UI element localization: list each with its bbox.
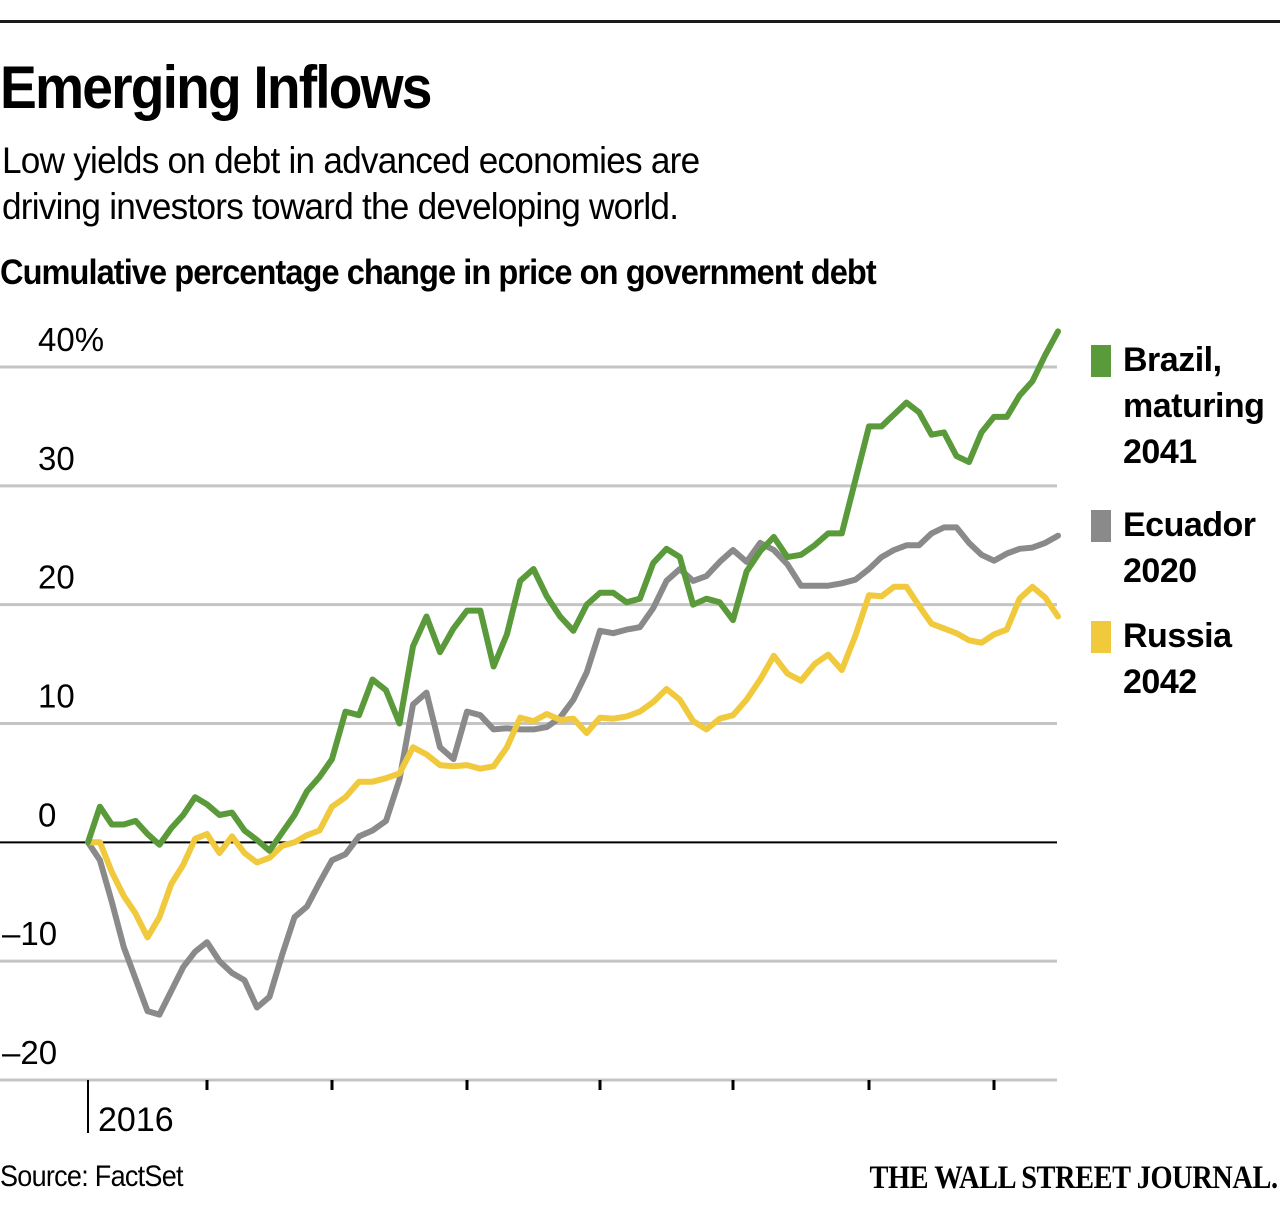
chart-title: Cumulative percentage change in price on… xyxy=(0,253,877,292)
legend-label-russia: Russia 2042 xyxy=(1123,613,1232,705)
page-title: Emerging Inflows xyxy=(0,54,432,121)
legend-label-line: 2042 xyxy=(1123,663,1197,701)
publisher-logo: THE WALL STREET JOURNAL. xyxy=(869,1160,1279,1196)
series-line-ecuador xyxy=(85,524,1061,1018)
y-tick-label: –10 xyxy=(2,915,57,952)
series-line-brazil xyxy=(85,328,1061,854)
legend-swatch-russia xyxy=(1091,621,1111,653)
y-tick-label: 20 xyxy=(38,559,75,596)
top-rule xyxy=(0,20,1280,23)
legend-label-line: Brazil, xyxy=(1123,341,1222,379)
gridlines xyxy=(0,365,1057,1082)
y-tick-label: 30 xyxy=(38,440,75,477)
legend-label-brazil: Brazil, maturing 2041 xyxy=(1123,337,1265,475)
series-lines xyxy=(85,328,1061,1018)
legend-label-line: Russia xyxy=(1123,617,1232,655)
subtitle-line: Low yields on debt in advanced economies… xyxy=(2,140,700,181)
legend-label-line: 2020 xyxy=(1123,552,1197,590)
legend-label-line: maturing xyxy=(1123,387,1265,425)
x-axis: 2016 xyxy=(87,1080,996,1139)
subtitle: Low yields on debt in advanced economies… xyxy=(2,138,700,230)
y-tick-label: –20 xyxy=(2,1034,57,1071)
y-tick-label: 10 xyxy=(38,678,75,715)
y-axis-tick-labels: 40% 30 20 10 0 –10 –20 xyxy=(2,321,104,1071)
legend-swatch-brazil xyxy=(1091,345,1111,377)
series-line-russia xyxy=(85,583,1061,941)
subtitle-line: driving investors toward the developing … xyxy=(2,186,679,227)
y-tick-label: 0 xyxy=(38,796,56,833)
legend-swatch-ecuador xyxy=(1091,510,1111,542)
y-tick-label: 40% xyxy=(38,321,104,358)
legend-label-line: 2041 xyxy=(1123,433,1197,471)
legend-label-line: Ecuador xyxy=(1123,506,1256,544)
legend-label-ecuador: Ecuador 2020 xyxy=(1123,502,1256,594)
x-tick-label: 2016 xyxy=(98,1101,174,1139)
source-note: Source: FactSet xyxy=(0,1160,184,1193)
